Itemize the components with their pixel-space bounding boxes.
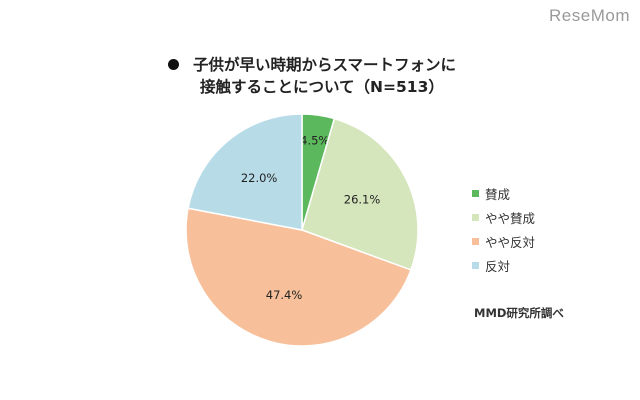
legend-swatch-3 [472, 261, 479, 269]
legend-label-0: 賛成 [485, 186, 511, 202]
pie-slice-label-3: 22.0% [241, 171, 278, 185]
pie-slice-label-2: 47.4% [266, 288, 303, 302]
legend-label-2: やや反対 [485, 234, 536, 250]
pie-slice-3 [187, 113, 303, 231]
legend-label-3: 反対 [485, 258, 511, 274]
chart-title-line-2: 接触することについて（N=513） [200, 78, 444, 96]
chart-title: 子供が早い時期からスマートフォンに 接触することについて（N=513） [168, 54, 528, 98]
legend-swatch-1 [472, 213, 479, 221]
watermark: ReseMom [549, 6, 630, 25]
chart-title-line-1: 子供が早い時期からスマートフォンに [168, 54, 528, 76]
legend-item-0: 賛成 [472, 181, 535, 205]
legend-swatch-0 [472, 189, 479, 197]
pie-slice-label-0: 4.5% [300, 133, 329, 147]
pie-slice-1 [301, 117, 419, 271]
bullet-icon [168, 59, 179, 70]
source-note: MMD研究所調べ [474, 306, 564, 320]
legend-item-1: やや賛成 [472, 205, 535, 229]
legend-label-1: やや賛成 [485, 210, 536, 226]
legend-item-2: やや反対 [472, 229, 535, 253]
legend: 賛成やや賛成やや反対反対 [472, 181, 535, 277]
chart-title-line-1-text: 子供が早い時期からスマートフォンに [193, 56, 457, 74]
legend-item-3: 反対 [472, 253, 535, 277]
legend-swatch-2 [472, 237, 479, 245]
pie-slice-2 [185, 207, 412, 347]
pie-slice-label-1: 26.1% [344, 193, 381, 207]
